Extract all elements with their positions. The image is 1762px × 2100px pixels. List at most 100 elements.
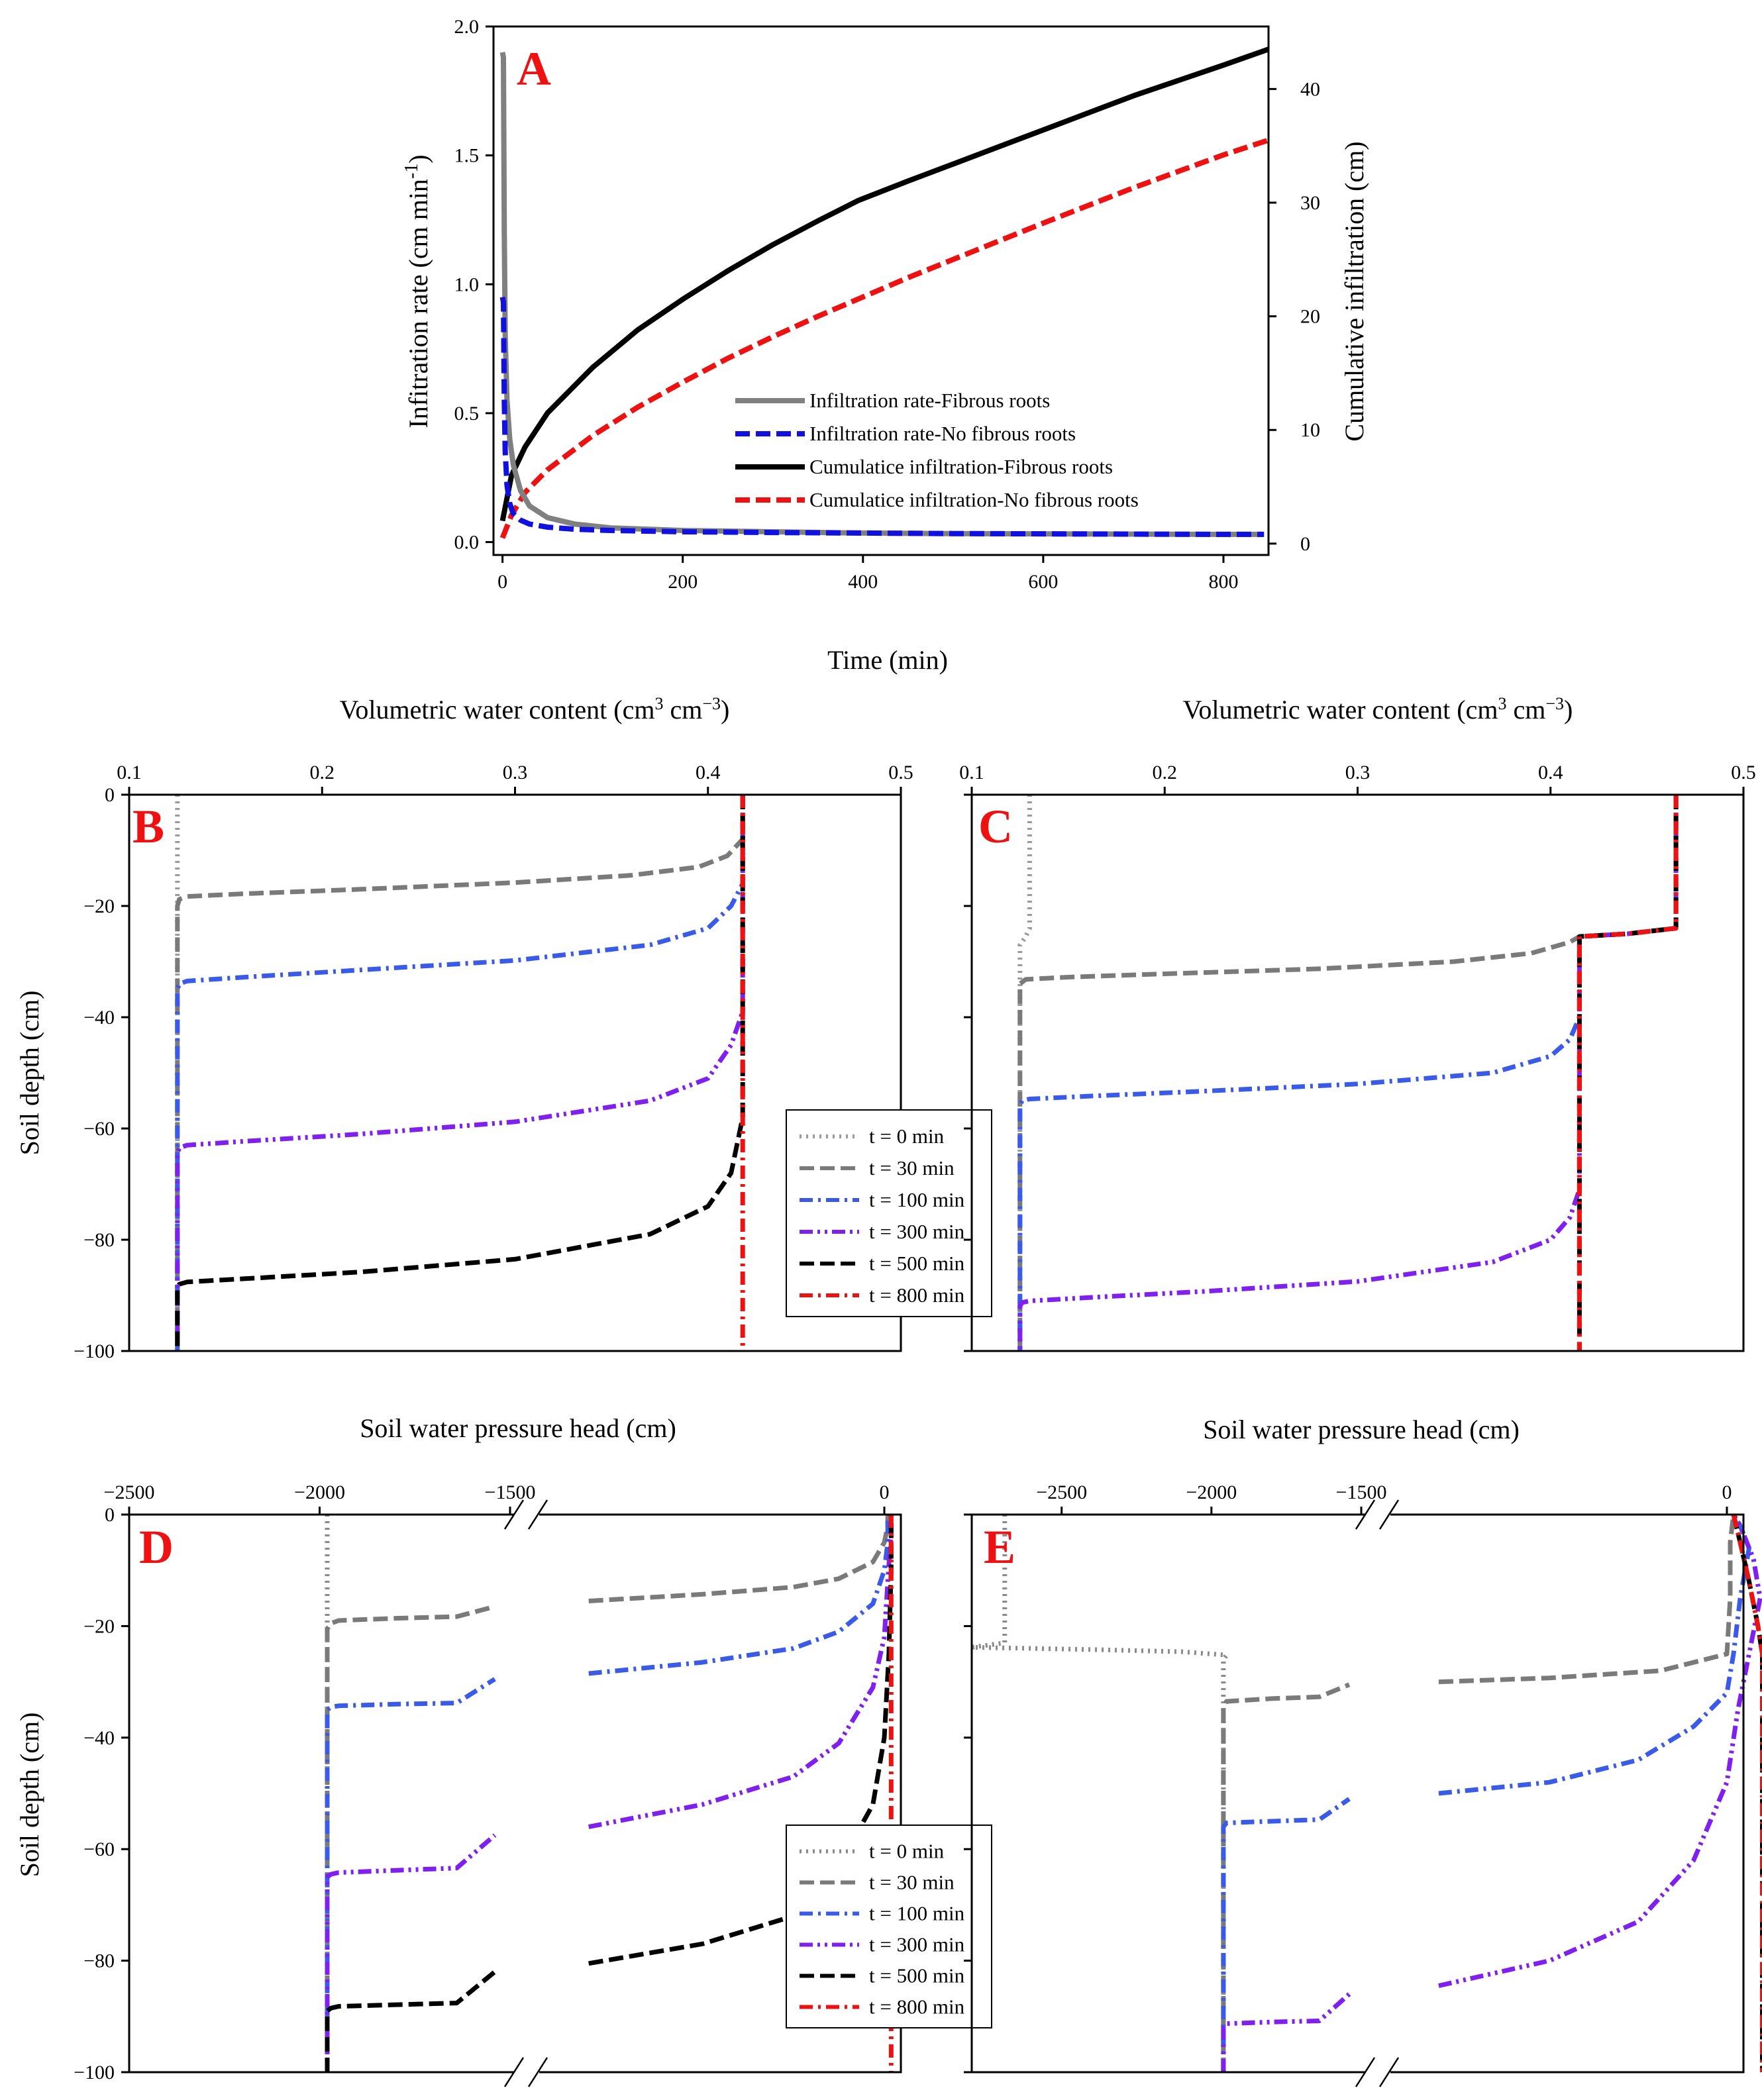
panel-b-series-group xyxy=(175,795,745,1351)
panel-e-frame xyxy=(970,1513,1745,2074)
panel-e-series-t-30-min-right xyxy=(1438,1514,1736,1685)
panel-e-series-t-30-min-left xyxy=(1221,1682,1351,2072)
panel-d-xticks: −2500 −2000 −1500 0 xyxy=(104,1481,890,1515)
panel-a-ytick-label: 2.0 xyxy=(454,16,480,38)
panel-d-ylabel: Soil depth (cm) xyxy=(15,1713,44,1877)
panel-e-break-mark xyxy=(1355,2057,1376,2087)
panel-d-letter: D xyxy=(139,1521,174,1574)
panel-d-ytick-label: −80 xyxy=(83,1950,115,1972)
panel-b-series-t-30-min xyxy=(175,795,745,1351)
panel-c-series-t-500-min xyxy=(1577,795,1679,1351)
panel-a-ylabel-left: Infitration rate (cm min-1) xyxy=(401,154,434,428)
panel-b-ytick-label: −20 xyxy=(83,895,115,917)
panel-a-ytick-right-label: 30 xyxy=(1300,192,1320,214)
panel-e-series-t-300-min-left xyxy=(1221,1992,1351,2072)
panel-d-yticks: 0 −20 −40 −60 −80 −100 xyxy=(74,1504,129,2083)
panel-e-series-t-100-min-right xyxy=(1438,1513,1751,1796)
panel-b-series-t-500-min xyxy=(175,795,745,1351)
panel-b-xtick-label: 0.4 xyxy=(696,762,721,783)
panel-a: 0 200 400 600 800 0.00.51.01.52.0 010203040 … xyxy=(401,16,1370,675)
panel-d-ytick-label: −100 xyxy=(74,2062,115,2083)
panel-e-axis-breaks xyxy=(1355,1499,1400,2087)
panel-b-ytick-label: −80 xyxy=(83,1229,115,1251)
panel-e-xticks: −2500 −2000 −1500 0 xyxy=(1036,1481,1732,1515)
panel-a-legend-label: Cumulatice infiltration-Fibrous roots xyxy=(809,455,1113,478)
panel-a-ylabel-left-main: Infitration rate (cm min xyxy=(403,179,433,428)
panel-b-xlabel-main: Volumetric water content (cm xyxy=(340,695,655,725)
panel-d-legend-label: t = 500 min xyxy=(869,1964,965,1987)
panel-d-series-group xyxy=(325,1515,894,2072)
panel-a-yticks-left: 0.0 0.5 1.0 1.5 2.0 xyxy=(454,16,493,554)
panel-a-legend: Infiltration rate-Fibrous roots Infiltrat… xyxy=(735,389,1139,511)
panel-a-ytick-right-label: 20 xyxy=(1300,306,1320,328)
panel-b-xlabel-mid: cm xyxy=(663,695,702,725)
panel-d-legend-label: t = 30 min xyxy=(869,1871,955,1894)
panel-e-xtick-label: 0 xyxy=(1722,1481,1732,1503)
panel-b-ytick-label: 0 xyxy=(105,784,115,806)
panel-d-frame xyxy=(128,1513,902,2074)
panel-a-letter: A xyxy=(517,42,551,95)
panel-e-xlabel: Soil water pressure head (cm) xyxy=(1203,1415,1520,1444)
panel-d-axis-breaks xyxy=(503,1499,548,2087)
panel-a-xtick-label: 0 xyxy=(497,571,507,593)
panel-b-ytick-label: −60 xyxy=(83,1118,115,1140)
panel-c-xlabel-tail: ) xyxy=(1564,695,1573,725)
panel-a-series-cumulatice-infiltration-no-fibrous-roots xyxy=(499,137,1270,539)
panel-e-break-gap xyxy=(1365,2069,1390,2075)
panel-d-series-t-500-min-left xyxy=(325,1970,497,2072)
panel-d-xtick-label: 0 xyxy=(880,1481,890,1503)
panel-b-legend-label: t = 30 min xyxy=(869,1156,955,1179)
panel-a-ytick-right-label: 40 xyxy=(1300,78,1320,100)
panel-e: −2500 −2000 −1500 0 E Soil water pressure h… xyxy=(964,1415,1762,2087)
panel-d-series-t-30-min-right xyxy=(588,1515,890,1603)
panel-b-legend-label: t = 800 min xyxy=(869,1283,965,1307)
panel-b-legend-box xyxy=(786,1109,992,1317)
panel-c-xtick-label: 0.4 xyxy=(1538,762,1563,783)
panel-a-ytick-label: 1.5 xyxy=(454,145,480,167)
panel-a-ytick-label: 1.0 xyxy=(454,274,480,295)
panel-d-series-t-100-min-right xyxy=(588,1515,890,1676)
panel-e-break-gap xyxy=(1365,1511,1390,1518)
panel-a-ylabel-left-tail: ) xyxy=(403,154,433,163)
panel-a-legend-label: Cumulatice infiltration-No fibrous roots xyxy=(809,488,1139,511)
panel-d-break-gap xyxy=(514,1511,539,1518)
panel-a-ytick-right-label: 10 xyxy=(1300,419,1320,441)
panel-b-ylabel: Soil depth (cm) xyxy=(15,991,44,1156)
panel-a-xticks: 0 200 400 600 800 xyxy=(497,555,1238,593)
panel-a-ytick-label: 0.0 xyxy=(454,532,480,554)
panel-a-xtick-label: 400 xyxy=(848,571,878,593)
panel-b-xtick-label: 0.5 xyxy=(888,762,913,783)
panel-a-series-group xyxy=(499,46,1270,539)
panel-b-xlabel-tail: ) xyxy=(721,695,729,725)
panel-c-series-t-800-min xyxy=(1577,795,1679,1351)
panel-c-xlabel-mid: cm xyxy=(1506,695,1545,725)
panel-e-yticks xyxy=(964,1513,972,2074)
panel-d-ytick-label: −60 xyxy=(83,1838,115,1860)
panel-c-xlabel-sup: 3 xyxy=(1498,694,1506,713)
panel-b-xtick-label: 0.2 xyxy=(310,762,335,783)
panel-a-xtick-label: 200 xyxy=(668,571,698,593)
panel-b-xtick-label: 0.1 xyxy=(117,762,142,783)
panel-e-series-t-500-min-right xyxy=(1731,1514,1762,2072)
panel-d-xtick-label: −1500 xyxy=(485,1481,536,1503)
panel-e-series-t-0-min-left xyxy=(969,1515,1229,2072)
panel-c-xtick-label: 0.5 xyxy=(1731,762,1756,783)
panel-d-xlabel: Soil water pressure head (cm) xyxy=(360,1413,676,1443)
panel-c-xlabel-main: Volumetric water content (cm xyxy=(1183,695,1498,725)
panel-b-xlabel-sup2: −3 xyxy=(702,694,721,713)
panel-d-legend-label: t = 0 min xyxy=(869,1840,945,1863)
panel-c-series-group xyxy=(1017,795,1679,1351)
panel-b-legend-label: t = 0 min xyxy=(869,1125,945,1148)
panel-d-legend-label: t = 100 min xyxy=(869,1902,965,1925)
panel-d-xtick-label: −2000 xyxy=(294,1481,345,1503)
panel-b-series-t-100-min xyxy=(175,795,745,1351)
panel-c-series-t-30-min xyxy=(1017,795,1679,1351)
panel-e-xtick-label: −2500 xyxy=(1036,1481,1087,1503)
panel-b-xtick-label: 0.3 xyxy=(503,762,528,783)
panel-c-xticks: 0.1 0.2 0.3 0.4 0.5 xyxy=(959,762,1756,795)
panel-d-break-mark xyxy=(503,2057,525,2087)
panel-a-series-cumulatice-infiltration-fibrous-roots xyxy=(499,46,1270,522)
panel-c-xlabel: Volumetric water content (cm3 cm−3) xyxy=(1183,694,1573,725)
panel-b-yticks: 0 −20 −40 −60 −80 −100 xyxy=(74,784,129,1362)
panel-e-series-t-800-min-right xyxy=(1731,1514,1762,2072)
